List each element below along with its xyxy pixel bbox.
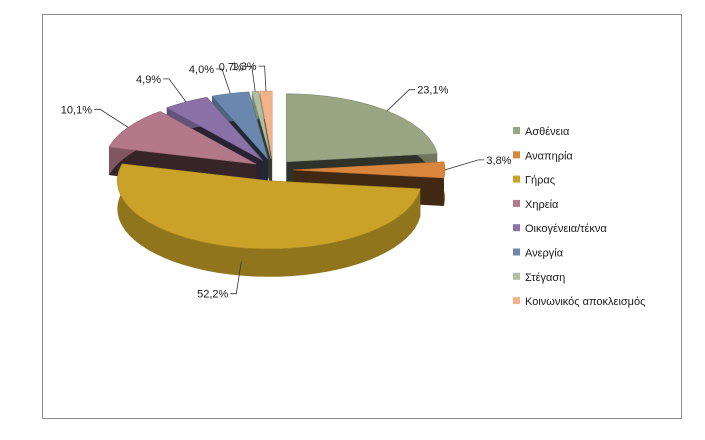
legend-swatch: [513, 127, 520, 134]
data-label-6: 4,0%: [189, 64, 214, 76]
leader-line: [245, 66, 256, 92]
data-label-5: 4,9%: [136, 74, 161, 86]
leader-line: [94, 108, 129, 128]
leader-line: [163, 78, 187, 103]
legend-item-7: Στέγαση: [513, 272, 565, 284]
slice-top-5: [166, 96, 264, 161]
legend-item-6: Ανεργία: [513, 248, 564, 260]
pie-chart: 23,1% 3,8% 52,2% 10,1% 4,9% 4,0% 0,7%1,3% Ασθέ…: [61, 61, 646, 308]
leader-line: [386, 89, 416, 112]
leader-line: [444, 159, 485, 171]
slice-top-3: [117, 163, 421, 250]
legend-item-3: Γήρας: [513, 175, 555, 187]
legend-label: Οικογένεια/τέκνα: [525, 223, 607, 235]
leader-line: [216, 68, 231, 94]
leader-line: [258, 65, 267, 92]
legend-label: Στέγαση: [525, 272, 565, 284]
legend-label: Κοινωνικός αποκλεισμός: [525, 296, 645, 308]
legend-swatch: [513, 151, 520, 159]
legend-label: Χηρεία: [525, 199, 559, 211]
data-label-1: 23,1%: [417, 85, 448, 97]
data-label-8: 1,3%: [232, 61, 257, 73]
pie-layer: [108, 90, 446, 277]
legend-label: Ανεργία: [525, 248, 564, 260]
legend-swatch: [513, 248, 520, 256]
leader-line: [230, 261, 242, 295]
pie-slice-3: [117, 163, 421, 277]
slice-top-1: [285, 93, 438, 163]
legend-item-1: Ασθένεια: [513, 126, 570, 138]
data-label-4: 10,1%: [61, 104, 92, 116]
data-label-3: 52,2%: [197, 289, 228, 301]
data-label-7: 0,7%: [219, 62, 244, 74]
legend-swatch: [513, 199, 520, 207]
legend-swatch: [513, 224, 520, 232]
legend-label: Ασθένεια: [525, 126, 570, 138]
legend-swatch: [513, 175, 520, 183]
legend-swatch: [513, 272, 520, 280]
legend-label: Γήρας: [525, 175, 555, 187]
data-labels: 23,1% 3,8% 52,2% 10,1% 4,9% 4,0% 0,7%1,3%: [61, 61, 512, 301]
legend-item-8: Κοινωνικός αποκλεισμός: [513, 296, 645, 308]
legend-label: Αναπηρία: [525, 150, 573, 162]
slice-top-7: [251, 90, 272, 160]
legend-swatch: [513, 297, 520, 305]
legend-item-2: Αναπηρία: [513, 150, 573, 162]
legend: Ασθένεια Αναπηρία Γήρας Χηρεία Οικογένεια/τέ…: [513, 126, 645, 308]
legend-item-5: Οικογένεια/τέκνα: [513, 223, 607, 235]
slice-side-3: [117, 163, 421, 277]
data-label-2: 3,8%: [486, 155, 511, 167]
legend-item-4: Χηρεία: [513, 199, 559, 211]
chart-frame: 23,1% 3,8% 52,2% 10,1% 4,9% 4,0% 0,7% 1,3% Ασθέ…: [42, 14, 682, 419]
